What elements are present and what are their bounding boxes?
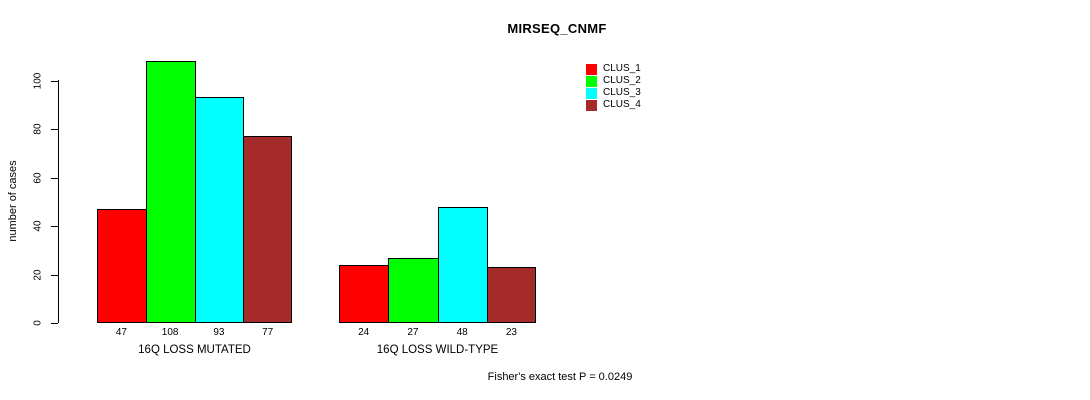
y-axis-tick-label: 80 [32,123,44,135]
bar-clus-4-group-1 [486,267,536,323]
bar-value-label: 23 [505,327,517,338]
legend-label: CLUS_4 [603,99,641,110]
bar-value-label: 24 [358,327,370,338]
y-axis-tick-label: 20 [32,268,44,281]
y-axis-tick [51,177,58,179]
legend-item: CLUS_3 [586,87,641,99]
legend-swatch [586,63,597,75]
bar-value-label: 48 [456,327,468,338]
y-axis-tick [51,274,58,276]
legend-item: CLUS_2 [586,75,641,87]
bar-value-label: 77 [262,327,274,338]
y-axis-tick [51,129,58,130]
bar-clus-3-group-1 [437,206,488,323]
x-group-label: 16Q LOSS MUTATED [138,344,251,356]
bar-value-label: 93 [213,327,225,338]
bar-value-label: 47 [115,327,127,338]
legend-item: CLUS_4 [586,99,641,111]
chart-title: MIRSEQ_CNMF [507,21,607,36]
bar-clus-4-group-0 [243,136,292,323]
legend-item: CLUS_1 [586,63,641,75]
y-axis-label: number of cases [7,160,19,242]
bar-value-label: 108 [161,327,179,338]
y-axis-tick-label: 40 [32,220,44,232]
y-axis-line [58,80,59,323]
bar-clus-1-group-1 [339,264,390,323]
legend: CLUS_1 CLUS_2 CLUS_3 CLUS_4 [586,63,641,111]
y-axis-tick-label: 0 [32,320,44,326]
legend-label: CLUS_2 [603,75,641,86]
x-group-label: 16Q LOSS WILD-TYPE [376,344,499,356]
legend-swatch [586,75,597,87]
legend-label: CLUS_1 [603,63,641,74]
y-axis-tick-label: 100 [32,72,44,89]
legend-swatch [586,87,597,99]
bar-clus-2-group-0 [145,61,196,323]
bar-value-label: 27 [407,327,419,338]
y-axis-tick [51,323,58,324]
y-axis-tick [51,80,58,82]
bar-clus-2-group-1 [388,257,439,323]
y-axis-tick-label: 60 [32,171,44,184]
bar-clus-3-group-0 [194,97,245,323]
legend-swatch [586,99,597,111]
bar-clus-1-group-0 [97,209,147,323]
legend-label: CLUS_3 [603,87,641,98]
y-axis-tick [51,226,58,227]
fisher-test-annotation: Fisher's exact test P = 0.0249 [487,371,633,383]
